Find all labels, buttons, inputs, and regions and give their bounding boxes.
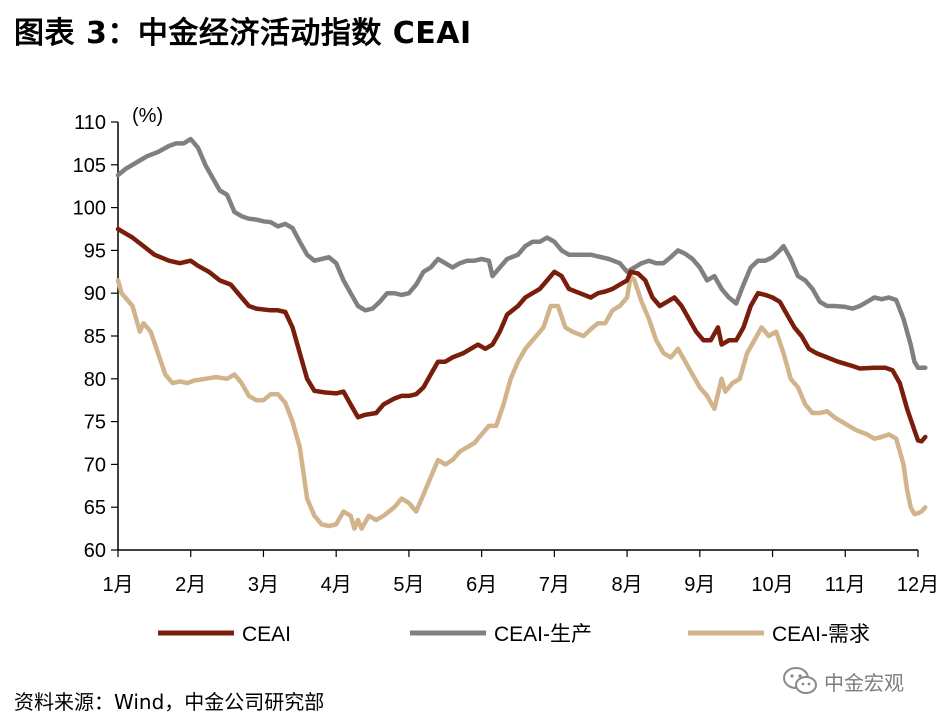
x-tick-label: 1月 — [102, 574, 133, 596]
y-tick-label: 110 — [74, 112, 106, 134]
x-tick-label: 5月 — [393, 574, 424, 596]
y-tick-label: 95 — [84, 240, 106, 262]
x-tick-label: 3月 — [248, 574, 279, 596]
y-tick-label: 105 — [73, 155, 106, 177]
x-tick-label: 2月 — [175, 574, 206, 596]
series-line-2 — [115, 273, 928, 531]
legend-label-0: CEAI — [242, 623, 291, 646]
chart-title: 图表 3：中金经济活动指数 CEAI — [14, 16, 472, 51]
legend-label-1: CEAI-生产 — [494, 623, 592, 646]
x-tick-label: 10月 — [751, 574, 793, 596]
y-unit-label: (%) — [132, 105, 163, 127]
x-tick-label: 6月 — [466, 574, 497, 596]
y-tick-label: 90 — [84, 283, 106, 305]
source-note: 资料来源：Wind，中金公司研究部 — [14, 690, 325, 714]
wechat-icon — [783, 667, 817, 694]
watermark-text: 中金宏观 — [824, 670, 904, 695]
x-tick-label: 4月 — [321, 574, 352, 596]
y-tick-label: 80 — [84, 369, 106, 391]
x-tick-label: 11月 — [825, 574, 866, 596]
x-tick-label: 8月 — [612, 574, 643, 596]
watermark: 中金宏观 — [782, 666, 904, 696]
y-tick-label: 70 — [84, 454, 106, 476]
series-line-1 — [115, 136, 928, 370]
y-tick-label: 75 — [84, 412, 106, 434]
series-lines — [115, 136, 928, 531]
y-tick-label: 60 — [84, 540, 106, 562]
legend: CEAI CEAI-生产 CEAI-需求 — [158, 623, 870, 646]
legend-label-2: CEAI-需求 — [772, 623, 870, 646]
axes: 60 65 70 75 80 85 90 95 100 105 110 (%) 1月 2月 3月 4月 5月 6月… — [73, 105, 940, 596]
y-tick-label: 85 — [84, 326, 106, 348]
y-tick-label: 65 — [84, 497, 106, 519]
x-tick-label: 9月 — [684, 574, 715, 596]
series-line-0 — [115, 226, 928, 444]
x-tick-label: 12月 — [897, 574, 939, 596]
y-tick-label: 100 — [73, 198, 106, 220]
x-tick-label: 7月 — [539, 574, 570, 596]
